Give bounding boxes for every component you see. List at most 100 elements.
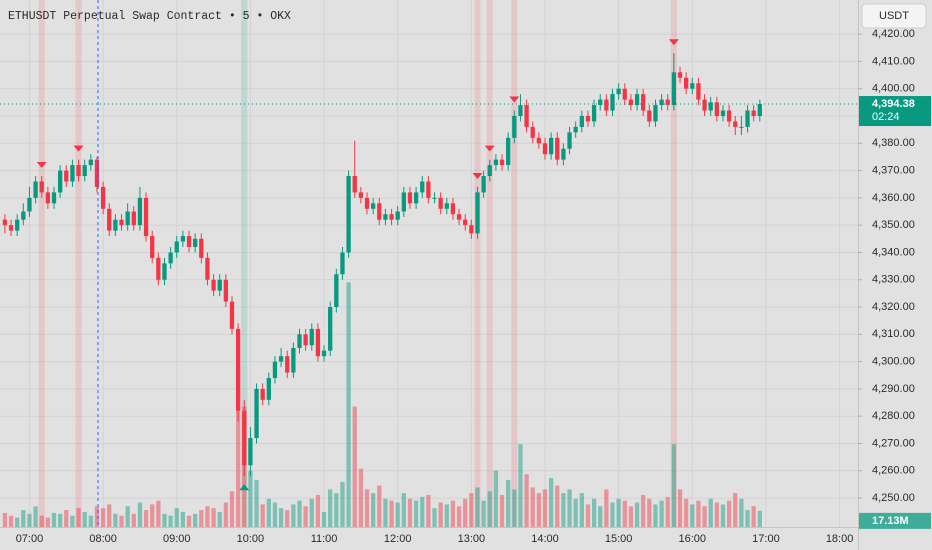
volume-bar bbox=[235, 367, 241, 527]
candle-body bbox=[21, 211, 26, 220]
candle-body bbox=[45, 192, 51, 204]
candle-body bbox=[315, 328, 321, 357]
volume-bar bbox=[598, 506, 603, 527]
y-tick-label: 4,420.00 bbox=[872, 28, 915, 40]
volume-bar bbox=[413, 500, 419, 527]
currency-label[interactable]: USDT bbox=[879, 10, 909, 22]
volume-bar bbox=[591, 498, 597, 527]
volume-bar bbox=[107, 504, 112, 527]
volume-bar bbox=[524, 474, 529, 527]
candle-body bbox=[205, 257, 210, 280]
candle-body bbox=[420, 181, 425, 193]
volume-bar bbox=[432, 508, 437, 527]
candle-body bbox=[8, 225, 14, 231]
volume-bar bbox=[309, 498, 314, 527]
volume-bar bbox=[186, 515, 192, 527]
y-tick-label: 4,330.00 bbox=[872, 274, 915, 286]
candle-body bbox=[168, 252, 173, 264]
candle-body bbox=[260, 388, 265, 400]
volume-bar bbox=[506, 479, 511, 527]
candle-body bbox=[266, 377, 271, 400]
volume-bar bbox=[143, 510, 149, 527]
candle-body bbox=[634, 94, 640, 106]
candle-body bbox=[702, 99, 707, 111]
candle-body bbox=[708, 102, 713, 111]
volume-bar bbox=[745, 510, 750, 527]
volume-bar bbox=[487, 491, 492, 527]
volume-bar bbox=[303, 506, 308, 527]
volume-bar bbox=[567, 489, 572, 527]
candle-body bbox=[211, 279, 216, 291]
candle-body bbox=[303, 334, 308, 346]
volume-bar bbox=[88, 515, 93, 527]
volume-bar bbox=[555, 485, 560, 527]
volume-bar bbox=[622, 500, 627, 527]
candle-body bbox=[567, 132, 572, 149]
sell-signal-band bbox=[486, 0, 493, 527]
volume-bar bbox=[94, 506, 100, 527]
candle-body bbox=[714, 102, 719, 116]
candle-body bbox=[579, 115, 584, 127]
volume-bar bbox=[536, 493, 542, 527]
candle-body bbox=[573, 126, 578, 133]
volume-bar bbox=[671, 444, 677, 527]
candle-body bbox=[463, 219, 468, 226]
candle-body bbox=[88, 159, 93, 166]
volume-bar bbox=[82, 511, 87, 527]
x-tick-label: 17:00 bbox=[752, 533, 780, 545]
volume-bar bbox=[690, 504, 695, 527]
candle-body bbox=[119, 219, 124, 226]
candle-body bbox=[561, 148, 566, 160]
candle-body bbox=[27, 197, 32, 212]
candle-body bbox=[690, 83, 695, 89]
candle-body bbox=[235, 328, 241, 411]
price-tag: 4,394.38 bbox=[872, 98, 915, 110]
sell-signal-band bbox=[38, 0, 45, 527]
volume-bar bbox=[463, 498, 468, 527]
candle-body bbox=[659, 99, 664, 106]
currency-button[interactable] bbox=[861, 3, 927, 29]
volume-bar bbox=[119, 515, 124, 527]
y-tick-label: 4,380.00 bbox=[872, 137, 915, 149]
sell-marker bbox=[484, 145, 495, 152]
candle-body bbox=[622, 88, 627, 100]
y-tick-label: 4,280.00 bbox=[872, 410, 915, 422]
volume-bar bbox=[315, 495, 321, 527]
candle-body bbox=[684, 77, 689, 89]
candle-body bbox=[2, 219, 8, 226]
y-tick-label: 4,360.00 bbox=[872, 192, 915, 204]
volume-bar bbox=[628, 506, 634, 527]
candle-body bbox=[334, 274, 339, 308]
volume-bar bbox=[340, 481, 345, 527]
volume-tag-box bbox=[859, 512, 931, 529]
volume-bar bbox=[604, 489, 609, 527]
candle-body bbox=[131, 211, 136, 226]
volume-bar bbox=[708, 498, 713, 527]
candle-body bbox=[493, 159, 499, 166]
sell-marker bbox=[472, 172, 483, 179]
candle-body bbox=[653, 105, 658, 122]
volume-bar bbox=[180, 511, 186, 527]
sell-marker bbox=[509, 96, 520, 103]
candle-body bbox=[598, 99, 603, 106]
volume-bar bbox=[634, 502, 640, 527]
volume-bar bbox=[530, 487, 535, 527]
price-tag-box bbox=[859, 96, 931, 127]
candle-body bbox=[733, 121, 738, 127]
y-tick-label: 4,410.00 bbox=[872, 55, 915, 67]
volume-bar bbox=[512, 489, 517, 527]
candle-body bbox=[328, 307, 333, 351]
volume-bar bbox=[751, 506, 756, 527]
x-tick-label: 11:00 bbox=[311, 533, 338, 545]
candle-body bbox=[475, 192, 480, 234]
candle-body bbox=[57, 170, 63, 193]
volume-bar bbox=[407, 498, 413, 527]
volume-bar bbox=[444, 504, 449, 527]
buy-marker bbox=[239, 484, 250, 491]
volume-bar bbox=[205, 506, 210, 527]
candle-body bbox=[272, 361, 278, 378]
candle-body bbox=[641, 94, 646, 111]
volume-bar bbox=[426, 495, 431, 527]
candle-body bbox=[100, 186, 106, 209]
